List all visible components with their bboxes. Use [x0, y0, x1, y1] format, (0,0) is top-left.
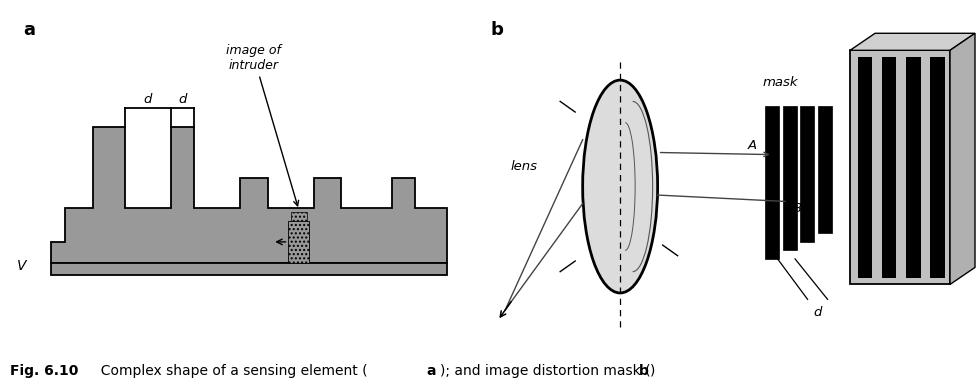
Text: lens: lens: [511, 159, 537, 173]
Text: ): ): [650, 364, 655, 378]
Bar: [850, 50, 950, 284]
Text: b: b: [490, 21, 503, 39]
Bar: [882, 57, 897, 278]
Bar: [906, 57, 920, 278]
Polygon shape: [850, 33, 975, 50]
Bar: [817, 106, 832, 233]
Text: ); and image distortion mask (: ); and image distortion mask (: [440, 364, 651, 378]
Text: mask: mask: [762, 77, 798, 89]
Text: d: d: [178, 92, 187, 106]
Text: d: d: [813, 306, 822, 319]
Polygon shape: [51, 127, 447, 263]
Bar: [858, 57, 872, 278]
Text: Complex shape of a sensing element (: Complex shape of a sensing element (: [92, 364, 368, 378]
Text: a: a: [426, 364, 436, 378]
Bar: [765, 106, 779, 259]
Text: V: V: [17, 259, 26, 273]
Ellipse shape: [583, 80, 658, 293]
Text: d: d: [144, 92, 152, 106]
Bar: [800, 106, 814, 242]
Polygon shape: [950, 33, 975, 284]
Bar: [930, 57, 945, 278]
Text: image of
intruder: image of intruder: [226, 44, 299, 206]
Bar: [783, 106, 797, 250]
Text: a: a: [24, 21, 35, 39]
Text: Fig. 6.10: Fig. 6.10: [10, 364, 78, 378]
Bar: [288, 221, 310, 263]
Text: b: b: [639, 364, 649, 378]
Text: A: A: [748, 139, 757, 152]
Text: B: B: [793, 202, 802, 215]
Bar: [291, 212, 307, 221]
Bar: [51, 263, 447, 275]
